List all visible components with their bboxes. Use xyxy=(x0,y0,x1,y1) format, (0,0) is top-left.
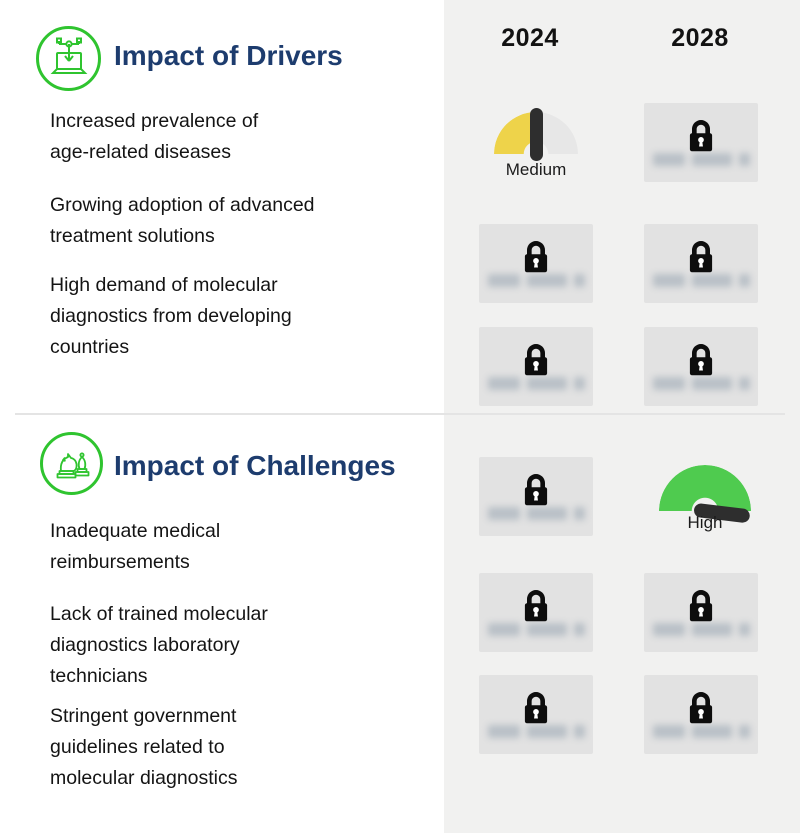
driver-item-line: diagnostics from developing xyxy=(50,305,292,327)
locked-impact-cell[interactable] xyxy=(644,675,758,754)
locked-impact-cell[interactable] xyxy=(479,675,593,754)
chess-strategy-icon xyxy=(40,432,103,495)
locked-impact-cell[interactable] xyxy=(479,327,593,406)
challenge-item-line: Inadequate medical xyxy=(50,520,221,542)
locked-impact-cell[interactable] xyxy=(644,103,758,182)
section-divider xyxy=(15,413,785,415)
driver-item-line: age-related diseases xyxy=(50,141,232,163)
lock-icon xyxy=(689,692,713,724)
driver-item: Increased prevalence of age-related dise… xyxy=(50,106,420,168)
driver-item-line: High demand of molecular xyxy=(50,274,278,296)
challenge-item-line: guidelines related to xyxy=(50,736,225,758)
blurred-text xyxy=(644,274,758,287)
locked-impact-cell[interactable] xyxy=(479,573,593,652)
driver-item-line: Increased prevalence of xyxy=(50,110,259,132)
challenge-item-line: Stringent government xyxy=(50,705,237,727)
lock-icon xyxy=(524,474,548,506)
lock-icon xyxy=(689,241,713,273)
gauge-label: High xyxy=(687,513,723,532)
locked-impact-cell[interactable] xyxy=(479,224,593,303)
blurred-text xyxy=(479,725,593,738)
challenge-item: Lack of trained molecular diagnostics la… xyxy=(50,599,420,692)
challenge-item-line: technicians xyxy=(50,665,148,687)
lock-icon xyxy=(689,120,713,152)
lock-icon xyxy=(524,590,548,622)
lock-icon xyxy=(524,241,548,273)
technology-adoption-icon xyxy=(36,26,101,91)
challenge-item-line: diagnostics laboratory xyxy=(50,634,240,656)
challenge-item: Inadequate medical reimbursements xyxy=(50,516,420,578)
blurred-text xyxy=(479,623,593,636)
lock-icon xyxy=(689,590,713,622)
driver-item-line: countries xyxy=(50,336,130,358)
locked-impact-cell[interactable] xyxy=(644,573,758,652)
challenge-item: Stringent government guidelines related … xyxy=(50,701,420,794)
driver-item: High demand of molecular diagnostics fro… xyxy=(50,270,420,363)
challenge-item-line: Lack of trained molecular xyxy=(50,603,268,625)
lock-icon xyxy=(524,692,548,724)
drivers-section-title: Impact of Drivers xyxy=(114,40,343,71)
challenge-item-line: reimbursements xyxy=(50,551,190,573)
driver-item: Growing adoption of advanced treatment s… xyxy=(50,190,420,252)
blurred-text xyxy=(479,507,593,520)
lock-icon xyxy=(524,344,548,376)
blurred-text xyxy=(644,377,758,390)
driver-item-line: treatment solutions xyxy=(50,225,215,247)
locked-impact-cell[interactable] xyxy=(644,224,758,303)
gauge-medium-drivers-2024: Medium xyxy=(479,103,593,185)
blurred-text xyxy=(644,725,758,738)
gauge-needle xyxy=(529,108,543,161)
blurred-text xyxy=(644,623,758,636)
lock-icon xyxy=(689,344,713,376)
blurred-text xyxy=(644,153,758,166)
challenge-item-line: molecular diagnostics xyxy=(50,767,238,789)
gauge-high-challenges-2028: High xyxy=(648,457,762,539)
locked-impact-cell[interactable] xyxy=(644,327,758,406)
challenges-section-title: Impact of Challenges xyxy=(114,450,396,481)
blurred-text xyxy=(479,377,593,390)
driver-item-line: Growing adoption of advanced xyxy=(50,194,315,216)
blurred-text xyxy=(479,274,593,287)
locked-impact-cell[interactable] xyxy=(479,457,593,536)
column-header-2024: 2024 xyxy=(501,24,559,52)
column-header-2028: 2028 xyxy=(671,24,729,52)
gauge-label: Medium xyxy=(505,160,567,179)
